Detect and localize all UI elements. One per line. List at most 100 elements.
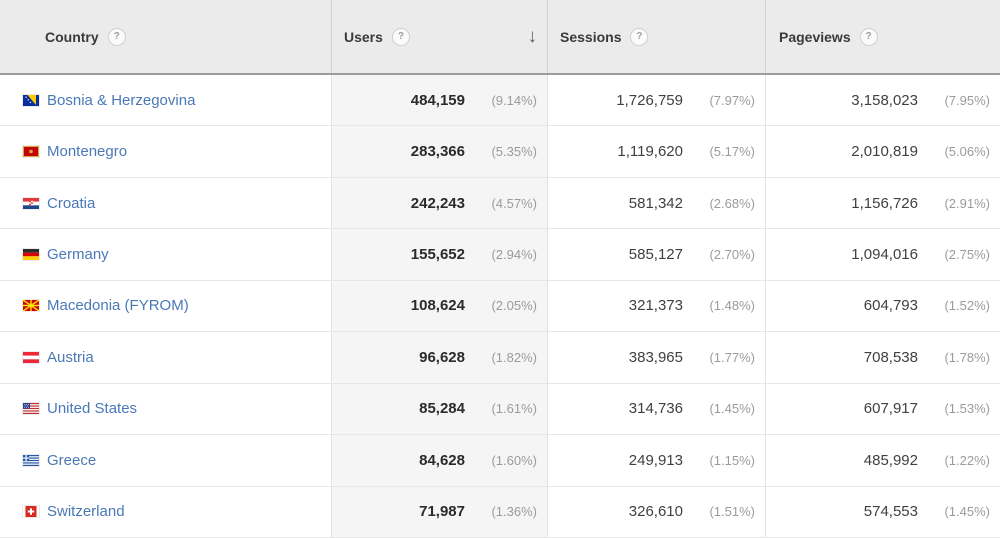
flag-macedonia-icon: [23, 300, 39, 312]
sessions-percent: (7.97%): [709, 92, 755, 108]
sessions-percent: (1.48%): [709, 298, 755, 314]
flag-united-states-icon: [23, 403, 39, 415]
sessions-percent: (1.51%): [709, 504, 755, 520]
column-header-users[interactable]: Users ? ↓: [331, 0, 547, 73]
users-cell: 71,987 (1.36%): [331, 486, 547, 537]
country-link[interactable]: Croatia: [47, 194, 96, 212]
users-percent: (1.60%): [491, 452, 537, 468]
pageviews-percent: (7.95%): [944, 92, 990, 108]
table-row: Macedonia (FYROM) 108,624 (2.05%) 321,37…: [0, 280, 1000, 333]
table-row: Montenegro 283,366 (5.35%) 1,119,620 (5.…: [0, 126, 1000, 178]
sessions-value: 1,726,759: [616, 91, 683, 109]
users-cell: 96,628 (1.82%): [331, 332, 547, 383]
users-value: 71,987: [419, 503, 465, 521]
users-percent: (2.05%): [491, 298, 537, 314]
country-cell: Greece: [0, 435, 331, 485]
help-icon[interactable]: ?: [391, 27, 410, 46]
sessions-cell: 383,965 (1.77%): [547, 332, 765, 383]
users-cell: 283,366 (5.35%): [331, 126, 547, 177]
pageviews-percent: (1.53%): [944, 401, 990, 417]
users-value: 155,652: [410, 246, 465, 264]
table-row: Greece 84,628 (1.60%) 249,913 (1.15%) 48…: [0, 435, 1000, 487]
country-cell: Austria: [0, 332, 331, 382]
pageviews-cell: 607,917 (1.53%): [765, 383, 1000, 435]
country-link[interactable]: United States: [47, 400, 138, 418]
users-value: 96,628: [419, 348, 465, 366]
sessions-cell: 1,119,620 (5.17%): [547, 126, 765, 177]
sessions-value: 581,342: [628, 194, 683, 212]
users-percent: (2.94%): [491, 247, 537, 263]
pageviews-value: 3,158,023: [851, 91, 918, 109]
column-header-pageviews[interactable]: Pageviews ?: [765, 0, 1000, 73]
users-value: 108,624: [410, 297, 465, 315]
users-cell: 108,624 (2.05%): [331, 280, 547, 332]
pageviews-cell: 708,538 (1.78%): [765, 332, 1000, 383]
table-header: Country ? Users ? ↓ Sessions ? Pageviews…: [0, 0, 1000, 75]
country-cell: Bosnia & Herzegovina: [0, 75, 331, 125]
table-row: Austria 96,628 (1.82%) 383,965 (1.77%) 7…: [0, 332, 1000, 384]
sessions-percent: (1.77%): [709, 349, 755, 365]
users-percent: (5.35%): [491, 144, 537, 160]
column-header-country[interactable]: Country ?: [0, 0, 331, 73]
table-row: Croatia 242,243 (4.57%) 581,342 (2.68%) …: [0, 177, 1000, 230]
users-value: 84,628: [419, 451, 465, 469]
sessions-percent: (5.17%): [709, 144, 755, 160]
pageviews-cell: 3,158,023 (7.95%): [765, 75, 1000, 126]
sessions-value: 326,610: [628, 503, 683, 521]
country-link[interactable]: Greece: [47, 451, 97, 469]
flag-germany-icon: [23, 249, 39, 261]
sessions-cell: 321,373 (1.48%): [547, 280, 765, 332]
sessions-cell: 249,913 (1.15%): [547, 435, 765, 486]
country-cell: United States: [0, 384, 331, 434]
pageviews-value: 607,917: [863, 400, 918, 418]
pageviews-cell: 574,553 (1.45%): [765, 486, 1000, 537]
pageviews-percent: (2.91%): [944, 195, 990, 211]
country-link[interactable]: Macedonia (FYROM): [47, 297, 189, 315]
table-row: United States 85,284 (1.61%) 314,736 (1.…: [0, 383, 1000, 436]
users-percent: (1.36%): [491, 504, 537, 520]
country-link[interactable]: Austria: [47, 348, 94, 366]
users-value: 242,243: [410, 194, 465, 212]
pageviews-percent: (1.52%): [944, 298, 990, 314]
pageviews-value: 574,553: [863, 503, 918, 521]
pageviews-cell: 604,793 (1.52%): [765, 280, 1000, 332]
table-row: Germany 155,652 (2.94%) 585,127 (2.70%) …: [0, 229, 1000, 281]
flag-croatia-icon: [23, 197, 39, 209]
sessions-percent: (1.15%): [709, 452, 755, 468]
pageviews-percent: (1.45%): [944, 504, 990, 520]
users-value: 484,159: [410, 91, 465, 109]
pageviews-value: 1,156,726: [851, 194, 918, 212]
pageviews-value: 485,992: [863, 451, 918, 469]
sessions-value: 321,373: [628, 297, 683, 315]
pageviews-percent: (2.75%): [944, 247, 990, 263]
country-link[interactable]: Montenegro: [47, 143, 128, 161]
country-link[interactable]: Germany: [47, 246, 109, 264]
sessions-value: 383,965: [628, 348, 683, 366]
table-row: Bosnia & Herzegovina 484,159 (9.14%) 1,7…: [0, 75, 1000, 127]
column-header-label: Sessions: [560, 28, 622, 45]
pageviews-percent: (1.22%): [944, 452, 990, 468]
help-icon[interactable]: ?: [630, 27, 649, 46]
table-body: Bosnia & Herzegovina 484,159 (9.14%) 1,7…: [0, 75, 1000, 538]
pageviews-cell: 1,156,726 (2.91%): [765, 177, 1000, 229]
users-cell: 155,652 (2.94%): [331, 229, 547, 280]
pageviews-cell: 485,992 (1.22%): [765, 435, 1000, 486]
country-link[interactable]: Bosnia & Herzegovina: [47, 91, 196, 109]
users-cell: 242,243 (4.57%): [331, 177, 547, 229]
flag-greece-icon: [23, 454, 39, 466]
sessions-cell: 314,736 (1.45%): [547, 383, 765, 435]
column-header-label: Pageviews: [779, 28, 851, 45]
column-header-sessions[interactable]: Sessions ?: [547, 0, 765, 73]
sessions-percent: (2.68%): [709, 195, 755, 211]
country-link[interactable]: Switzerland: [47, 503, 125, 521]
pageviews-cell: 2,010,819 (5.06%): [765, 126, 1000, 177]
users-value: 85,284: [419, 400, 465, 418]
help-icon[interactable]: ?: [107, 27, 126, 46]
country-cell: Macedonia (FYROM): [0, 281, 331, 331]
sort-descending-icon: ↓: [527, 26, 538, 47]
pageviews-cell: 1,094,016 (2.75%): [765, 229, 1000, 280]
sessions-value: 1,119,620: [617, 143, 683, 161]
help-icon[interactable]: ?: [859, 27, 878, 46]
users-cell: 484,159 (9.14%): [331, 75, 547, 126]
